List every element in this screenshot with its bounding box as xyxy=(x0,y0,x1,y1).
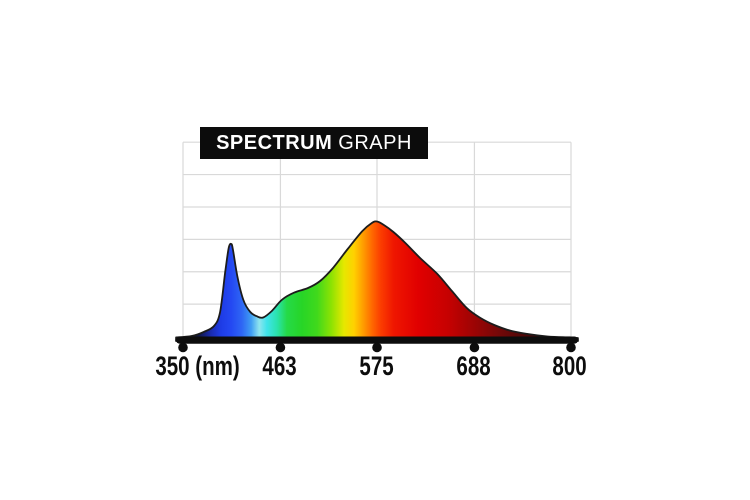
x-axis-tick-dot xyxy=(566,342,576,353)
x-axis-tick-dot xyxy=(178,342,188,353)
spectrum-curve xyxy=(175,220,579,342)
x-axis-label-688: 688 xyxy=(456,351,492,381)
x-axis-tick-dots xyxy=(178,342,576,353)
x-axis xyxy=(176,336,578,344)
chart-title: SPECTRUM GRAPH xyxy=(200,127,428,159)
x-axis-label-575: 575 xyxy=(359,351,395,381)
x-axis-label-800: 800 xyxy=(552,351,588,381)
chart-title-secondary: GRAPH xyxy=(338,131,412,154)
x-axis-label-463: 463 xyxy=(262,351,298,381)
x-axis-tick-dot xyxy=(469,342,480,353)
x-axis-tick-dot xyxy=(275,342,286,353)
x-axis-tick-dot xyxy=(372,342,382,353)
x-axis-label-350nm: 350 (nm) xyxy=(155,351,241,381)
chart-title-primary: SPECTRUM xyxy=(216,131,333,154)
